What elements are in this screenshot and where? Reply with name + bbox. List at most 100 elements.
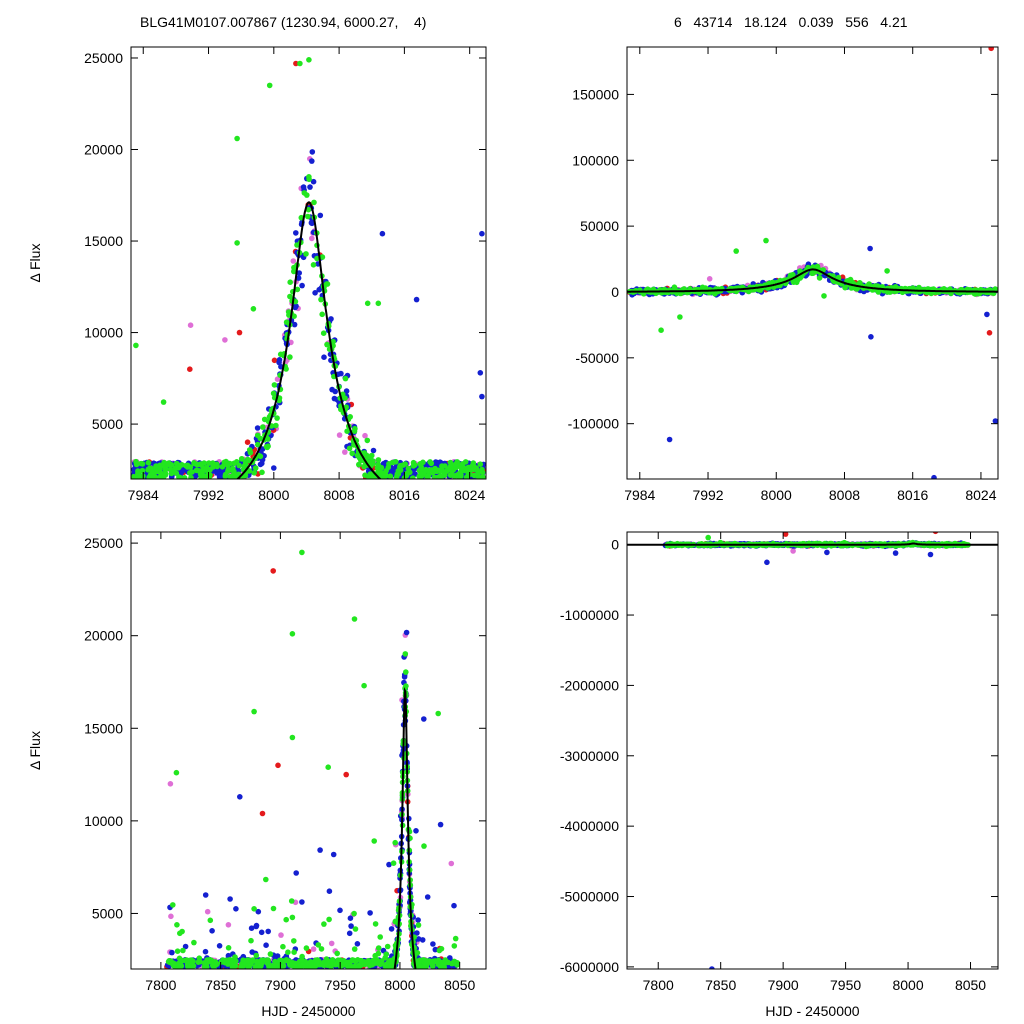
data-point-green (283, 366, 289, 372)
data-point-blue (413, 296, 420, 303)
data-point-green (972, 291, 978, 297)
data-point-blue (388, 468, 394, 475)
data-point-blue (367, 910, 373, 916)
y-tick-label: -3000000 (560, 748, 619, 764)
data-point-green (381, 473, 388, 479)
x-tick-label: 8000 (892, 977, 923, 993)
data-point-red (986, 330, 993, 336)
data-point-green (166, 958, 172, 964)
data-point-green (234, 240, 240, 246)
data-point-blue (479, 393, 485, 400)
data-point-blue (477, 370, 484, 376)
plot-frame (626, 531, 999, 970)
y-tick-label: 25000 (84, 535, 123, 551)
x-tick-label: 8016 (389, 487, 420, 503)
x-tick-label: 7800 (145, 977, 176, 993)
data-point-green (319, 961, 326, 968)
data-point-green (842, 284, 848, 291)
data-point-green (318, 946, 325, 952)
data-point-green (439, 463, 445, 469)
data-point-green (471, 472, 478, 479)
data-point-green (263, 444, 270, 450)
data-point-green (177, 963, 183, 969)
data-point-green (303, 251, 309, 257)
data-point-green (210, 962, 216, 968)
data-point-green (291, 938, 297, 944)
data-point-red (271, 357, 278, 364)
data-point-blue (347, 915, 354, 921)
x-tick-label: 8016 (897, 487, 928, 503)
data-point-green (289, 631, 296, 637)
object-header: BLG41M0107.007867 (1230.94, 6000.27, 4) (140, 14, 427, 30)
data-point-green (366, 474, 372, 479)
data-point-blue (867, 245, 873, 252)
data-point-green (180, 947, 186, 954)
data-point-violet (790, 548, 796, 554)
x-tick-label: 8008 (324, 487, 355, 503)
data-point-green (297, 60, 303, 67)
y-tick-label: -2000000 (560, 677, 619, 693)
data-point-green (363, 959, 370, 965)
data-point-blue (430, 941, 436, 947)
data-point-green (410, 459, 417, 466)
data-point-green (176, 955, 183, 962)
data-point-green (382, 961, 389, 968)
data-point-green (168, 470, 175, 477)
data-point-green (224, 957, 231, 964)
data-point-blue (424, 894, 431, 900)
data-point-blue (265, 928, 272, 935)
data-point-blue (348, 923, 354, 929)
y-tick-label: -1000000 (560, 607, 619, 623)
data-point-blue (202, 892, 209, 898)
data-point-blue (263, 942, 269, 948)
data-point-green (352, 425, 358, 432)
data-point-green (138, 460, 144, 467)
x-tick-label: 7992 (193, 487, 224, 503)
y-axis-label: Δ Flux (27, 244, 43, 283)
y-tick-label: 25000 (84, 50, 123, 66)
data-point-violet (310, 946, 317, 952)
x-tick-label: 7992 (692, 487, 723, 503)
data-point-green (156, 475, 162, 479)
data-point-blue (326, 888, 333, 894)
data-point-blue (421, 716, 427, 722)
data-point-violet (225, 922, 232, 928)
data-point-green (299, 549, 305, 556)
data-point-green (345, 963, 351, 969)
data-point-green (437, 468, 443, 474)
data-point-green (252, 964, 258, 969)
data-point-blue (984, 311, 990, 318)
data-point-green (314, 958, 321, 965)
data-point-green (187, 470, 193, 476)
data-point-green (420, 459, 426, 466)
data-point-green (146, 474, 152, 479)
data-point-blue (209, 928, 215, 934)
data-point-green (254, 432, 261, 439)
data-point-green (289, 914, 296, 921)
data-point-green (324, 341, 330, 348)
data-point-green (191, 939, 197, 946)
data-point-green (283, 319, 290, 326)
x-tick-label: 8008 (829, 487, 860, 503)
panel-bottom-right: 7800 7850 7900 7950 8000 8050-6000000-5000000… (560, 531, 999, 1019)
data-point-green (161, 459, 167, 466)
data-point-green (433, 958, 440, 965)
data-point-blue (312, 290, 318, 296)
data-point-blue (927, 551, 934, 558)
y-tick-label: 5000 (92, 905, 123, 921)
data-point-green (270, 390, 277, 397)
data-point-green (197, 959, 203, 965)
data-point-green (442, 957, 449, 963)
data-point-red (236, 329, 243, 336)
data-point-green (207, 467, 213, 473)
data-point-blue (379, 230, 386, 237)
data-point-green (206, 958, 212, 965)
data-point-green (305, 206, 312, 213)
data-point-violet (336, 432, 343, 438)
data-point-green (658, 327, 664, 334)
data-point-blue (329, 386, 335, 393)
data-point-green (148, 465, 154, 472)
data-point-green (383, 951, 390, 958)
data-point-green (349, 450, 356, 457)
data-point-green (165, 461, 172, 468)
